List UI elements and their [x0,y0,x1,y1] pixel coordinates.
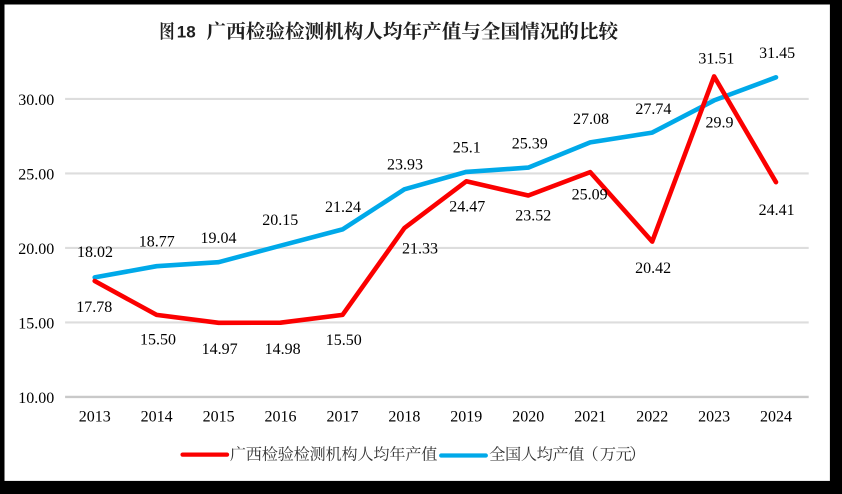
svg-text:14.98: 14.98 [265,341,301,358]
svg-text:23.52: 23.52 [515,208,551,225]
svg-text:2021: 2021 [574,408,606,425]
svg-text:15.50: 15.50 [326,332,362,349]
svg-text:2015: 2015 [203,408,235,425]
svg-text:2019: 2019 [450,408,482,425]
svg-text:15.00: 15.00 [18,316,54,333]
svg-text:31.51: 31.51 [698,50,734,67]
svg-text:20.15: 20.15 [262,212,298,229]
svg-text:24.47: 24.47 [449,199,485,216]
svg-text:25.1: 25.1 [453,140,481,157]
svg-text:2023: 2023 [698,408,730,425]
svg-text:20.42: 20.42 [635,260,671,277]
svg-text:2020: 2020 [512,408,544,425]
svg-text:2013: 2013 [79,408,111,425]
svg-text:23.93: 23.93 [387,157,423,174]
svg-text:29.9: 29.9 [706,115,734,132]
svg-text:2014: 2014 [141,408,173,425]
svg-text:31.45: 31.45 [759,45,795,62]
svg-text:2024: 2024 [760,408,792,425]
svg-text:25.09: 25.09 [572,187,608,204]
svg-text:27.08: 27.08 [573,111,609,128]
svg-text:18.02: 18.02 [77,244,113,261]
svg-text:27.74: 27.74 [635,101,671,118]
svg-text:2018: 2018 [388,408,420,425]
svg-text:2017: 2017 [327,408,359,425]
svg-text:18.77: 18.77 [139,234,175,251]
svg-text:19.04: 19.04 [201,230,237,247]
svg-text:25.39: 25.39 [512,135,548,152]
svg-text:10.00: 10.00 [18,390,54,407]
svg-text:21.24: 21.24 [325,199,361,216]
svg-text:20.00: 20.00 [18,241,54,258]
svg-text:24.41: 24.41 [759,202,795,219]
svg-text:30.00: 30.00 [18,92,54,109]
svg-text:15.50: 15.50 [140,332,176,349]
svg-text:25.00: 25.00 [18,167,54,184]
svg-text:14.97: 14.97 [202,341,238,358]
svg-text:18: 18 [177,22,196,41]
svg-text:2016: 2016 [265,408,297,425]
svg-text:21.33: 21.33 [402,241,438,258]
svg-text:2022: 2022 [636,408,668,425]
svg-text:17.78: 17.78 [76,299,112,316]
